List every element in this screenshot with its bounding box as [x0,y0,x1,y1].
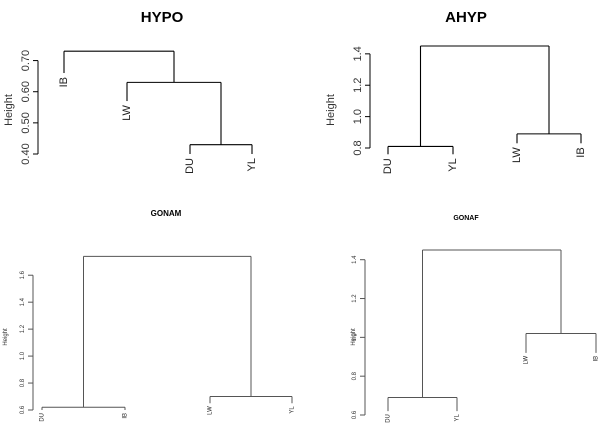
y-tick-label: 0.8 [352,140,364,155]
y-tick-label: 0.70 [20,50,32,71]
y-tick-label: 1.0 [352,333,358,342]
chart-title: HYPO [141,9,184,26]
y-tick-label: 0.40 [20,143,32,164]
leaf-label: YL [246,158,258,171]
leaf-label: LW [511,147,523,163]
leaf-label: DU [40,413,46,422]
y-tick-label: 0.8 [20,378,26,387]
leaf-label: DU [386,414,392,423]
y-tick-label: 0.60 [20,81,32,102]
y-tick-label: 1.6 [20,270,26,279]
leaf-label: IB [123,413,129,419]
chart-title: GONAF [453,215,479,222]
y-tick-label: 1.2 [20,324,26,333]
leaf-label: LW [524,356,530,365]
y-tick-label: 1.2 [352,294,358,303]
chart-title: GONAM [151,209,182,218]
leaf-label: DU [382,158,394,174]
y-tick-label: 0.6 [20,405,26,414]
leaf-label: IB [575,147,587,157]
y-tick-label: 1.0 [352,109,364,124]
leaf-label: YL [447,158,459,171]
leaf-label: LW [121,104,133,120]
y-tick-label: 1.2 [352,78,364,93]
y-tick-label: 1.4 [352,255,358,264]
y-tick-label: 1.4 [352,46,364,61]
y-axis-label: Height [3,328,9,346]
y-tick-label: 1.4 [20,297,26,306]
y-axis-label: Height [325,94,337,126]
y-axis-label: Height [351,328,357,346]
y-tick-label: 1.0 [20,351,26,360]
chart-title: AHYP [445,9,487,26]
leaf-label: YL [290,406,296,414]
leaf-label: LW [208,406,214,415]
leaf-label: IB [594,356,600,362]
y-tick-label: 0.50 [20,112,32,133]
y-tick-label: 0.6 [352,410,358,419]
leaf-label: DU [184,158,196,174]
y-axis-label: Height [3,94,15,126]
leaf-label: IB [58,77,70,87]
y-tick-label: 0.8 [352,371,358,380]
leaf-label: YL [455,413,461,421]
